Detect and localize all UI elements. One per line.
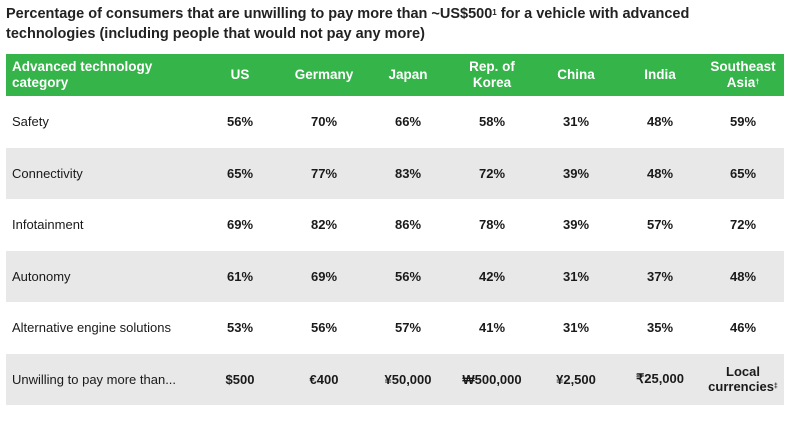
consumer-table: Advanced technology category US Germany … [6, 54, 784, 405]
header-southeast-asia-marker: † [755, 79, 760, 86]
cell-value: 61% [198, 250, 282, 302]
cell-value: 56% [366, 250, 450, 302]
cell-value: 70% [310, 114, 338, 130]
table-row: Autonomy 61% 69% 56% 42% 31% 37% 48% [6, 250, 784, 302]
cell-value: 31% [562, 320, 590, 336]
table-row: Unwilling to pay more than... $500 €400 … [6, 353, 784, 405]
cell-value: 69% [282, 250, 366, 302]
header-germany: Germany [282, 54, 366, 96]
table-row: Alternative engine solutions 53% 56% 57%… [6, 302, 784, 354]
cell-value: 31% [534, 250, 618, 302]
cell-value: 82% [310, 217, 338, 233]
cell-value: 65% [702, 147, 784, 199]
header-category: Advanced technology category [6, 54, 198, 96]
cell-value: 35% [646, 320, 674, 336]
local-currencies-marker: ‡ [773, 383, 778, 391]
chart-title: Percentage of consumers that are unwilli… [6, 4, 726, 44]
table-row: Safety 56% 70% 66% 58% 31% 48% 59% [6, 96, 784, 148]
cell-value: ¥2,500 [534, 353, 618, 405]
cell-value: 69% [226, 217, 254, 233]
row-label: Infotainment [12, 217, 84, 233]
title-footnote-marker: 1 [492, 8, 497, 17]
cell-value: 41% [478, 320, 506, 336]
cell-value: 78% [478, 217, 506, 233]
table-row: Infotainment 69% 82% 86% 78% 39% 57% 72% [6, 199, 784, 251]
header-southeast-asia-label: Southeast Asia [710, 59, 776, 90]
cell-value: 56% [226, 114, 254, 130]
cell-value: 39% [562, 217, 590, 233]
cell-value: ₹25,000 [618, 353, 702, 405]
cell-value: 66% [394, 114, 422, 130]
header-row: Advanced technology category US Germany … [6, 54, 784, 96]
row-label: Alternative engine solutions [12, 320, 171, 336]
cell-value: 37% [618, 250, 702, 302]
header-southeast-asia: Southeast Asia† [702, 54, 784, 96]
header-japan: Japan [366, 54, 450, 96]
row-label: Autonomy [6, 250, 198, 302]
local-currencies-label: Local currencies [708, 364, 774, 395]
title-text-before: Percentage of consumers that are unwilli… [6, 6, 493, 22]
cell-value: 58% [478, 114, 506, 130]
cell-value: 72% [450, 147, 534, 199]
cell-value: 57% [646, 217, 674, 233]
row-label: Unwilling to pay more than... [6, 353, 198, 405]
row-label: Safety [12, 114, 49, 130]
cell-value: 65% [198, 147, 282, 199]
cell-value: 48% [702, 250, 784, 302]
cell-value: 42% [450, 250, 534, 302]
cell-value: 46% [729, 320, 757, 336]
cell-value: 72% [729, 217, 757, 233]
cell-value: 31% [562, 114, 590, 130]
cell-value: $500 [198, 353, 282, 405]
title-text-after: for a vehicle with advanced technologies… [6, 6, 690, 42]
header-korea: Rep. of Korea [450, 54, 534, 96]
cell-value: ₩500,000 [450, 353, 534, 405]
header-china: China [534, 54, 618, 96]
cell-value: 57% [394, 320, 422, 336]
row-label: Connectivity [6, 147, 198, 199]
cell-value: 86% [394, 217, 422, 233]
cell-value: ¥50,000 [366, 353, 450, 405]
cell-value: 77% [282, 147, 366, 199]
cell-value: 53% [226, 320, 254, 336]
header-india: India [618, 54, 702, 96]
cell-value: 48% [618, 147, 702, 199]
cell-value: 83% [366, 147, 450, 199]
header-us: US [198, 54, 282, 96]
cell-value: 59% [729, 114, 757, 130]
cell-value: 56% [310, 320, 338, 336]
cell-value: €400 [282, 353, 366, 405]
cell-value: 48% [646, 114, 674, 130]
cell-value-local: Local currencies‡ [702, 353, 784, 405]
table-row: Connectivity 65% 77% 83% 72% 39% 48% 65% [6, 147, 784, 199]
cell-value: 39% [534, 147, 618, 199]
